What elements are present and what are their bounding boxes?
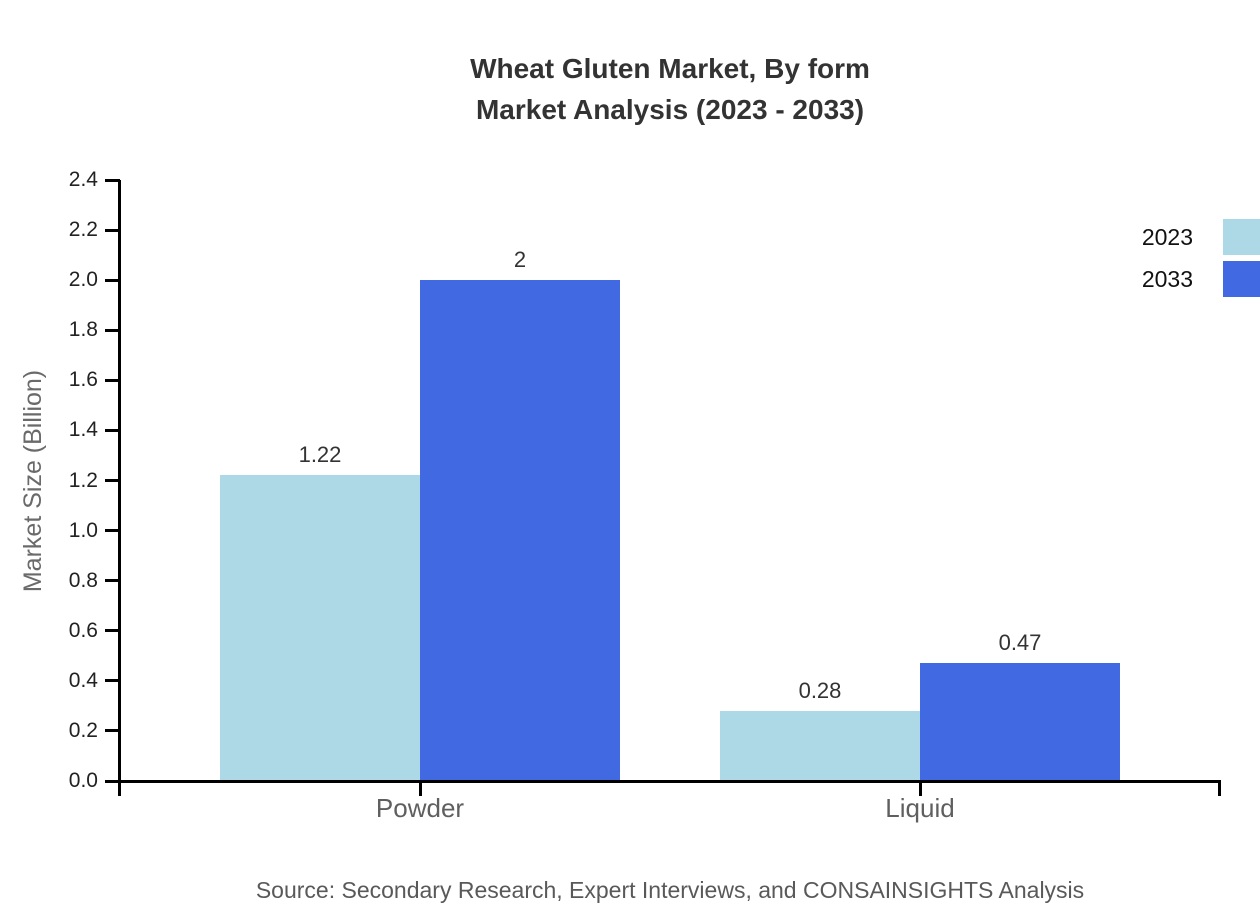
y-tick-label: 0.8	[68, 568, 98, 592]
y-tick-mark	[105, 529, 120, 533]
y-tick-mark	[105, 579, 120, 583]
y-tick-mark	[105, 228, 120, 232]
y-tick-mark	[105, 428, 120, 432]
y-tick-mark	[105, 178, 120, 182]
bar-powder-2023	[220, 475, 420, 781]
category-label-powder: Powder	[375, 793, 465, 823]
y-tick-label: 0.6	[68, 618, 98, 642]
y-tick-mark	[105, 629, 120, 633]
y-tick-label: 1.4	[68, 418, 98, 442]
x-tick-mark-liquid	[918, 781, 922, 796]
source-note: Source: Secondary Research, Expert Inter…	[255, 877, 1085, 903]
y-tick-mark	[105, 278, 120, 282]
bar-value-label-powder-2023: 1.22	[298, 442, 342, 468]
y-tick-mark	[105, 378, 120, 382]
y-tick-label: 1.2	[68, 468, 98, 492]
y-tick-label: 0.0	[68, 769, 98, 792]
y-tick-label: 1.6	[68, 368, 98, 392]
y-tick-label: 2.4	[68, 168, 98, 191]
y-tick-mark	[105, 729, 120, 733]
chart-title-line2: Market Analysis (2023 - 2033)	[475, 94, 865, 125]
y-tick-label: 0.4	[68, 668, 98, 692]
legend-label-2023: 2023	[1141, 224, 1193, 250]
x-axis-end-tick	[1218, 780, 1221, 796]
y-tick-label: 1.8	[68, 318, 98, 342]
legend-label-2033: 2033	[1141, 266, 1193, 292]
legend-swatch-2033	[1223, 261, 1260, 297]
legend-swatch-2023	[1223, 219, 1260, 255]
y-tick-mark	[105, 479, 120, 482]
bar-liquid-2023	[720, 710, 920, 781]
y-tick-label: 2.2	[68, 218, 98, 242]
category-label-liquid: Liquid	[885, 793, 955, 823]
chart-title: Wheat Gluten Market, By form Market Anal…	[120, 48, 1220, 130]
y-axis-line	[118, 180, 121, 796]
y-tick-mark	[105, 679, 120, 683]
y-tick-mark	[105, 328, 120, 332]
bar-value-label-powder-2033: 2	[513, 247, 527, 273]
x-axis-line	[105, 780, 1221, 783]
bar-liquid-2033	[920, 663, 1120, 781]
y-tick-label: 0.2	[68, 718, 98, 742]
y-tick-label: 2.0	[68, 268, 98, 292]
bar-powder-2033	[420, 280, 620, 781]
chart-title-line1: Wheat Gluten Market, By form	[470, 53, 870, 84]
y-tick-label: 1.0	[68, 518, 98, 542]
x-tick-mark-powder	[418, 781, 422, 796]
bar-value-label-liquid-2033: 0.47	[998, 630, 1042, 656]
bar-value-label-liquid-2023: 0.28	[798, 677, 842, 703]
